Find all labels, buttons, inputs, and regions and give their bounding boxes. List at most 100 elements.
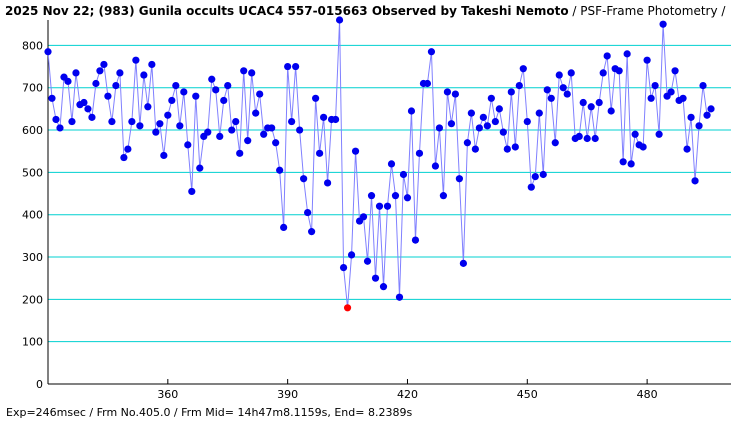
data-point — [120, 153, 128, 162]
data-point — [651, 82, 659, 90]
data-point — [551, 139, 559, 147]
data-point — [459, 259, 467, 267]
data-point — [367, 192, 376, 200]
data-point — [48, 94, 56, 102]
data-point — [156, 120, 164, 128]
data-point — [483, 122, 491, 130]
chart-title: 2025 Nov 22; (983) Gunila occults UCAC4 … — [5, 2, 735, 20]
data-point — [395, 293, 404, 301]
data-point — [375, 202, 384, 210]
data-point — [140, 71, 148, 79]
x-tick-label-450: 450 — [517, 388, 538, 401]
data-point — [423, 79, 432, 88]
y-tick-label-300: 300 — [22, 251, 43, 264]
data-point — [687, 113, 695, 121]
data-point — [403, 194, 412, 202]
y-tick-label-500: 500 — [22, 166, 43, 179]
data-point — [363, 257, 372, 265]
data-point — [659, 20, 667, 28]
data-point — [188, 187, 196, 196]
data-point — [244, 137, 252, 145]
y-tick-label-800: 800 — [22, 39, 43, 52]
data-point — [511, 143, 519, 151]
data-point — [547, 94, 555, 102]
y-tick-label-0: 0 — [36, 378, 43, 391]
data-point — [519, 65, 527, 73]
data-point — [387, 160, 396, 168]
data-point — [351, 147, 360, 155]
data-point — [136, 122, 144, 130]
data-point — [228, 126, 236, 134]
x-tick-label-420: 420 — [397, 388, 418, 401]
data-point — [671, 67, 679, 75]
data-point — [523, 117, 531, 126]
data-point — [619, 158, 627, 166]
x-tick-label-390: 390 — [277, 388, 298, 401]
data-point — [288, 117, 296, 126]
y-tick-label-400: 400 — [22, 209, 43, 222]
data-point — [695, 122, 703, 130]
data-point — [463, 139, 471, 147]
data-point — [300, 175, 308, 183]
data-point — [451, 90, 459, 98]
data-point — [152, 128, 160, 136]
y-tick-label-700: 700 — [22, 82, 43, 95]
data-point — [567, 69, 575, 77]
data-point — [80, 98, 88, 107]
data-point — [268, 124, 276, 132]
data-point — [212, 86, 220, 94]
data-point — [539, 170, 547, 179]
data-point — [204, 128, 212, 136]
data-point — [467, 109, 475, 117]
data-point — [252, 109, 260, 117]
data-point — [347, 251, 356, 259]
data-point — [224, 82, 232, 90]
data-point — [132, 56, 140, 64]
data-point — [643, 56, 651, 64]
data-point — [180, 88, 188, 96]
data-point — [296, 126, 304, 134]
data-point — [100, 60, 108, 69]
data-point — [148, 60, 156, 69]
chart-title-main: 2025 Nov 22; (983) Gunila occults UCAC4 … — [5, 4, 569, 18]
data-point — [383, 202, 392, 210]
data-point — [184, 141, 192, 149]
data-point — [371, 274, 380, 282]
highlight-point — [343, 304, 352, 312]
x-tick-labels: 360 390 420 450 480 — [157, 379, 658, 401]
data-point — [88, 113, 96, 121]
data-point — [196, 164, 204, 172]
data-point — [503, 145, 511, 153]
data-point — [232, 117, 240, 126]
data-point — [320, 113, 328, 121]
data-point — [208, 75, 216, 83]
data-point — [108, 117, 116, 126]
data-point — [220, 96, 228, 105]
data-point — [64, 77, 72, 85]
data-point — [443, 88, 452, 96]
data-point — [527, 183, 535, 191]
data-point — [359, 213, 368, 221]
data-point — [615, 67, 623, 75]
data-point — [683, 145, 691, 153]
data-point — [176, 122, 184, 130]
y-tick-label-600: 600 — [22, 124, 43, 137]
data-point — [491, 117, 499, 126]
data-point — [507, 88, 515, 96]
data-point — [144, 103, 152, 111]
data-point — [679, 94, 687, 102]
y-tick-label-100: 100 — [22, 336, 43, 349]
chart-title-sub: / PSF-Frame Photometry / — [568, 4, 726, 18]
data-point — [68, 117, 76, 126]
data-point — [703, 111, 711, 119]
data-point — [112, 82, 120, 90]
data-point — [607, 107, 615, 115]
data-point — [487, 94, 495, 102]
data-point — [579, 98, 587, 107]
data-point — [479, 113, 487, 121]
data-point — [164, 111, 172, 119]
data-point — [104, 92, 112, 100]
data-point — [515, 82, 523, 90]
data-point — [256, 90, 264, 98]
data-point — [280, 223, 288, 231]
